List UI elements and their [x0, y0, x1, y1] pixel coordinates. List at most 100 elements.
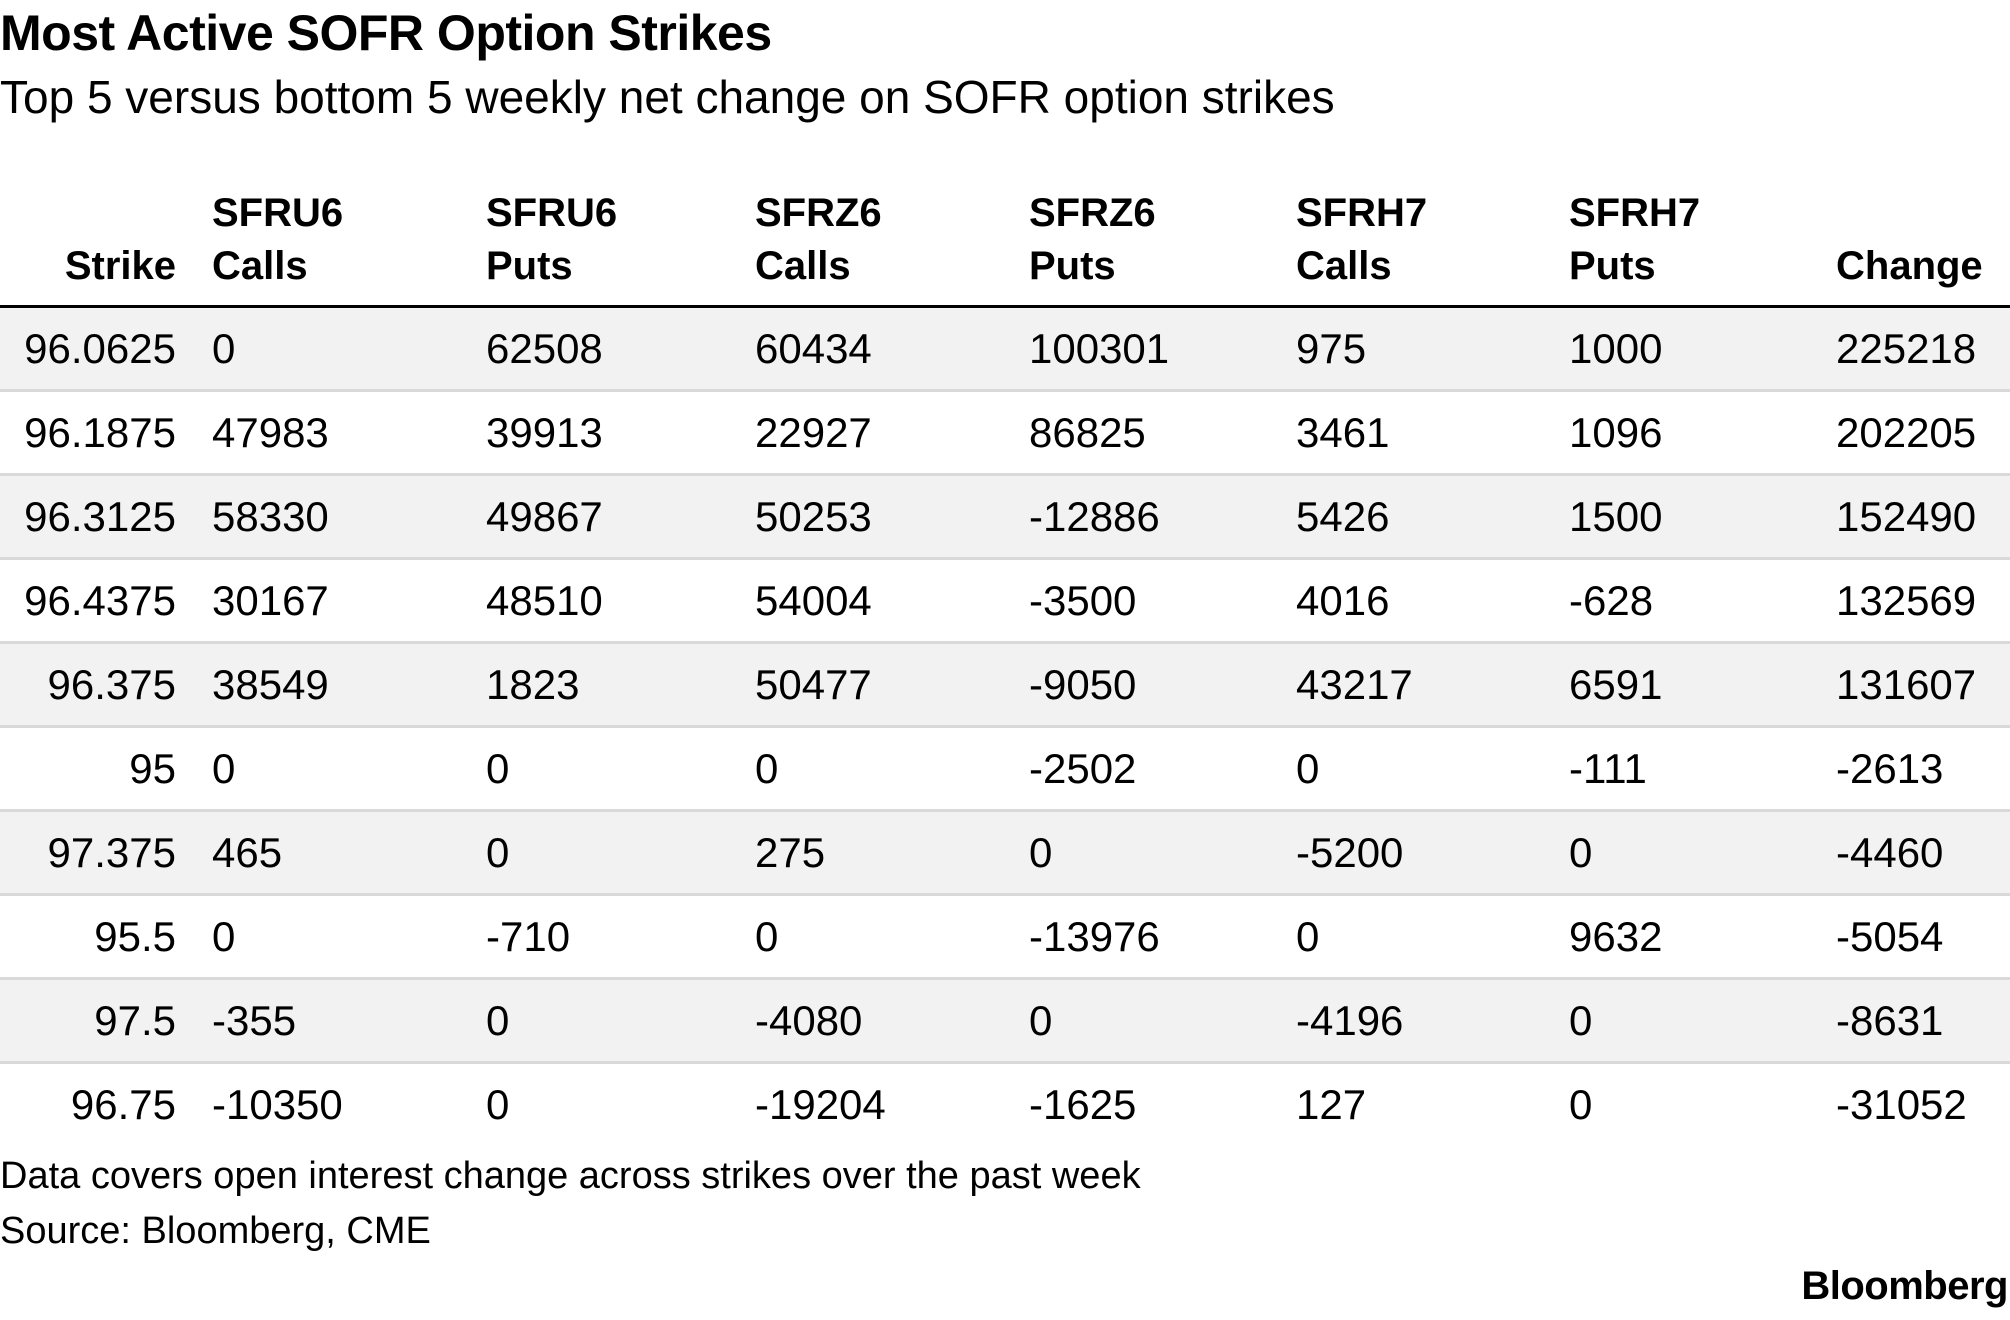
cell-sfrh7-puts: 1000: [1569, 306, 1836, 392]
cell-change: -31052: [1836, 1080, 1967, 1128]
cell-sfrz6-calls: 0: [755, 726, 1029, 812]
cell-sfrz6-puts: -9050: [1029, 642, 1296, 728]
cell-strike: 96.3125: [0, 474, 212, 560]
cell-sfrh7-puts: -628: [1569, 558, 1836, 644]
cell-sfrh7-calls: -4196: [1296, 978, 1569, 1064]
cell-sfrz6-puts: -13976: [1029, 894, 1296, 980]
cell-sfrz6-calls: 0: [755, 894, 1029, 980]
cell-sfrz6-puts: 100301: [1029, 306, 1296, 392]
page-subtitle: Top 5 versus bottom 5 weekly net change …: [0, 71, 1335, 123]
cell-sfrh7-calls: 4016: [1296, 558, 1569, 644]
cell-sfrh7-calls: -5200: [1296, 810, 1569, 896]
cell-sfrz6-puts: -12886: [1029, 474, 1296, 560]
source-note: Source: Bloomberg, CME: [0, 1210, 431, 1252]
cell-sfru6-puts: 0: [486, 726, 755, 812]
table-row: 97.375 465 0 275 0 -5200 0 -4460: [0, 810, 2010, 896]
cell-strike: 95.5: [0, 894, 212, 980]
column-header-sfrh7-calls: SFRH7 Calls: [1296, 191, 1428, 288]
cell-sfrz6-calls: 50253: [755, 474, 1029, 560]
footnote: Data covers open interest change across …: [0, 1155, 1141, 1197]
cell-sfrz6-calls: 22927: [755, 390, 1029, 476]
cell-sfru6-puts: 0: [486, 1080, 510, 1128]
cell-sfru6-calls: 58330: [212, 474, 486, 560]
option-strikes-table: Strike SFRU6 Calls SFRU6 Puts SFRZ6 Calls S…: [0, 163, 2010, 1145]
cell-sfrz6-puts: -1625: [1029, 1080, 1137, 1128]
cell-change: 132569: [1836, 558, 2010, 644]
cell-sfrh7-puts: 6591: [1569, 642, 1836, 728]
cell-change: -5054: [1836, 894, 2010, 980]
cell-sfru6-calls: 38549: [212, 642, 486, 728]
column-header-sfrz6-calls: SFRZ6 Calls: [755, 191, 882, 288]
cell-sfrz6-calls: 54004: [755, 558, 1029, 644]
cell-strike: 97.375: [0, 810, 212, 896]
cell-sfru6-puts: 62508: [486, 306, 755, 392]
table-row: 96.0625 0 62508 60434 100301 975 1000 225218: [0, 306, 2010, 392]
cell-sfrh7-puts: 0: [1569, 978, 1836, 1064]
table-row: 96.4375 30167 48510 54004 -3500 4016 -628 13256…: [0, 558, 2010, 644]
cell-sfru6-calls: -355: [212, 978, 486, 1064]
cell-sfru6-puts: 48510: [486, 558, 755, 644]
table-header-row: Strike SFRU6 Calls SFRU6 Puts SFRZ6 Calls S…: [0, 163, 2010, 307]
cell-sfru6-calls: 465: [212, 810, 486, 896]
cell-sfru6-puts: -710: [486, 894, 755, 980]
cell-sfrh7-puts: 1096: [1569, 390, 1836, 476]
cell-change: 225218: [1836, 306, 2010, 392]
cell-sfrh7-puts: -111: [1569, 726, 1836, 812]
column-header-sfru6-puts: SFRU6 Puts: [486, 191, 618, 288]
table-row: 95.5 0 -710 0 -13976 0 9632 -5054: [0, 894, 2010, 980]
column-header-strike: Strike: [64, 244, 176, 288]
cell-change: 202205: [1836, 390, 2010, 476]
cell-strike: 96.1875: [0, 390, 212, 476]
table-row: 96.3125 58330 49867 50253 -12886 5426 1500 1524…: [0, 474, 2010, 560]
cell-sfrz6-calls: -4080: [755, 978, 1029, 1064]
cell-sfrz6-puts: -3500: [1029, 558, 1296, 644]
cell-change: 152490: [1836, 474, 2010, 560]
table-row: 95 0 0 0 -2502 0 -111 -2613: [0, 726, 2010, 812]
cell-sfru6-puts: 39913: [486, 390, 755, 476]
cell-sfrh7-calls: 3461: [1296, 390, 1569, 476]
cell-sfrh7-calls: 127: [1296, 1080, 1367, 1128]
cell-sfrh7-calls: 0: [1296, 894, 1569, 980]
cell-sfrz6-puts: 0: [1029, 978, 1296, 1064]
cell-sfrh7-puts: 9632: [1569, 894, 1836, 980]
cell-sfru6-calls: 0: [212, 894, 486, 980]
cell-sfru6-calls: 0: [212, 726, 486, 812]
cell-strike: 96.375: [0, 642, 212, 728]
cell-change: -4460: [1836, 810, 2010, 896]
cell-sfrz6-calls: 50477: [755, 642, 1029, 728]
table-row: 97.5 -355 0 -4080 0 -4196 0 -8631: [0, 978, 2010, 1064]
cell-sfru6-puts: 0: [486, 978, 755, 1064]
cell-sfrz6-puts: 86825: [1029, 390, 1296, 476]
cell-sfrh7-calls: 975: [1296, 306, 1569, 392]
cell-sfrz6-calls: -19204: [755, 1080, 886, 1128]
cell-sfru6-puts: 0: [486, 810, 755, 896]
cell-sfrh7-puts: 0: [1569, 1080, 1593, 1128]
cell-sfrz6-calls: 275: [755, 810, 1029, 896]
table-row: 96.375 38549 1823 50477 -9050 43217 6591 131607: [0, 642, 2010, 728]
cell-strike: 97.5: [0, 978, 212, 1064]
cell-strike: 95: [0, 726, 212, 812]
cell-sfru6-calls: 47983: [212, 390, 486, 476]
column-header-change: Change: [1836, 244, 1983, 288]
cell-sfrz6-calls: 60434: [755, 306, 1029, 392]
cell-strike: 96.0625: [0, 306, 212, 392]
cell-strike: 96.4375: [0, 558, 212, 644]
table-row: 96.75 -10350 0 -19204 -1625 127 0 -31052: [0, 1063, 2010, 1146]
column-header-sfrz6-puts: SFRZ6 Puts: [1029, 191, 1156, 288]
cell-sfrh7-calls: 43217: [1296, 642, 1569, 728]
cell-sfru6-calls: -10350: [212, 1080, 343, 1128]
cell-sfru6-calls: 30167: [212, 558, 486, 644]
cell-sfrh7-calls: 5426: [1296, 474, 1569, 560]
cell-sfrz6-puts: 0: [1029, 810, 1296, 896]
cell-change: -8631: [1836, 978, 2010, 1064]
column-header-sfru6-calls: SFRU6 Calls: [212, 191, 344, 288]
cell-sfrh7-puts: 1500: [1569, 474, 1836, 560]
bloomberg-logo: Bloomberg: [1801, 1264, 2008, 1308]
table-row: 96.1875 47983 39913 22927 86825 3461 1096 20220…: [0, 390, 2010, 476]
table-body: 96.0625 0 62508 60434 100301 975 1000 225218 96.…: [0, 306, 2010, 1146]
cell-strike: 96.75: [70, 1080, 176, 1128]
page-title: Most Active SOFR Option Strikes: [0, 5, 772, 61]
cell-sfrh7-puts: 0: [1569, 810, 1836, 896]
cell-sfrz6-puts: -2502: [1029, 726, 1296, 812]
cell-sfru6-calls: 0: [212, 306, 486, 392]
